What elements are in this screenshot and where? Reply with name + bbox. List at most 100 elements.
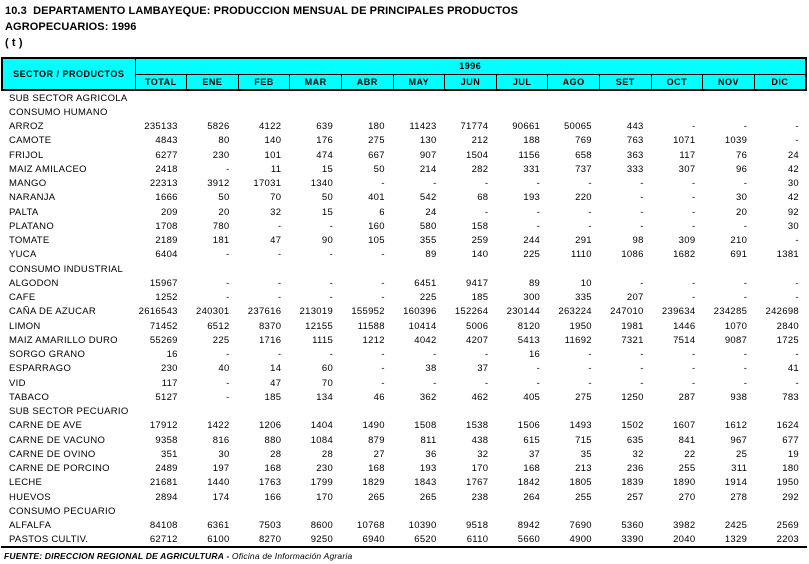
- table-row: NARANJA 1666 50 70 50 401 542 68 193 220 - - 30 42: [1, 191, 807, 205]
- cell: 8942: [517, 520, 541, 532]
- cell: -: [691, 349, 696, 361]
- month-header-row: TOTAL ENE FEB MAR ABR MAY JUN JUL AGO SET OCT NOV DI…: [2, 73, 807, 91]
- cell: 1206: [258, 420, 282, 432]
- cell: 225: [419, 292, 437, 304]
- cell: 168: [368, 463, 385, 475]
- title-line-1: 10.3 DEPARTAMENTO LAMBAYEQUE: PRODUCCION…: [5, 5, 519, 17]
- cell: 174: [212, 491, 230, 503]
- cell: 1708: [155, 220, 178, 232]
- cell: 1666: [155, 192, 178, 204]
- cell: 24: [787, 149, 799, 161]
- cell: [445, 91, 497, 105]
- cell: [496, 504, 548, 518]
- cell: -: [277, 292, 282, 304]
- cell: [755, 504, 807, 518]
- cell: 291: [575, 235, 592, 247]
- cell: [134, 504, 186, 518]
- cell: 130: [419, 135, 437, 147]
- cell: 9087: [724, 334, 748, 346]
- cell: -: [381, 377, 385, 389]
- cell: 5006: [466, 320, 489, 332]
- table-row: YUCA 6404 - - - - 89 140 225 1110 1086 1682 691 1381: [1, 248, 807, 262]
- source-office: Oficina de Información Agraria: [231, 551, 353, 561]
- cell: [755, 91, 807, 105]
- row-label: CARNE DE AVE: [9, 420, 83, 432]
- cell: 405: [523, 391, 541, 403]
- cell: -: [743, 178, 748, 190]
- cell: 84108: [149, 520, 178, 532]
- cell: 11423: [409, 121, 437, 133]
- cell: 158: [471, 220, 489, 232]
- cell: -: [277, 277, 282, 289]
- cell: 880: [264, 434, 282, 446]
- cell: -: [329, 249, 334, 261]
- cell: 19: [787, 448, 799, 460]
- cell: [652, 105, 704, 119]
- table-row: CAFE 1252 - - - - 225 185 300 335 207 - - -: [1, 291, 807, 305]
- cell: 213019: [299, 306, 334, 318]
- cell: 907: [419, 149, 437, 161]
- cell: [600, 504, 652, 518]
- cell: [134, 91, 186, 105]
- cell: 15: [321, 163, 334, 175]
- cell: 180: [368, 121, 385, 133]
- cell: 185: [471, 292, 489, 304]
- row-label: ESPARRAGO: [9, 363, 72, 375]
- cell: -: [381, 178, 385, 190]
- row-label: ALGODON: [9, 277, 59, 289]
- row-label: CARNE DE OVINO: [9, 448, 96, 460]
- cell: 639: [316, 121, 334, 133]
- cell: 55269: [149, 334, 178, 346]
- cell: 1490: [362, 420, 385, 432]
- table-row: ARROZ 235133 5826 4122 639 180 11423 71774 90661…: [1, 120, 807, 134]
- cell: 1725: [776, 334, 799, 346]
- column-header-jul: JUL: [495, 73, 549, 91]
- table-row: ESPARRAGO 230 40 14 60 - 38 37 - - - - - 41: [1, 362, 807, 376]
- row-label: MAIZ AMILACEO: [9, 163, 87, 175]
- cell: 5660: [517, 533, 541, 545]
- cell: 2189: [155, 235, 178, 247]
- cell: 30: [787, 178, 799, 190]
- cell: [548, 504, 600, 518]
- row-label: CARNE DE PORCINO: [9, 463, 110, 475]
- cell: -: [226, 277, 230, 289]
- cell: 1084: [310, 434, 334, 446]
- row-label: FRIJOL: [9, 149, 44, 161]
- cell: 270: [678, 491, 696, 503]
- cell: 3912: [207, 178, 230, 190]
- cell: 32: [270, 206, 282, 218]
- cell: 209: [161, 206, 178, 218]
- cell: 5826: [207, 121, 230, 133]
- cell: 6512: [207, 320, 230, 332]
- cell: 9518: [466, 520, 489, 532]
- cell: [341, 405, 393, 419]
- cell: [496, 91, 548, 105]
- cell: 71774: [460, 121, 489, 133]
- cell: 168: [523, 463, 541, 475]
- cell: 667: [368, 149, 385, 161]
- cell: 1446: [673, 320, 696, 332]
- cell: 1340: [310, 178, 334, 190]
- cell: 7514: [673, 334, 696, 346]
- cell: 1842: [517, 477, 541, 489]
- row-label: PALTA: [9, 206, 39, 218]
- cell: [600, 405, 652, 419]
- row-label: NARANJA: [9, 192, 56, 204]
- cell: 474: [316, 149, 334, 161]
- cell: -: [691, 192, 696, 204]
- cell: 213: [575, 463, 592, 475]
- table-row: CARNE DE AVE 17912 1422 1206 1404 1490 1508 153…: [1, 419, 807, 433]
- cell: 1950: [776, 477, 799, 489]
- cell: 15967: [149, 277, 178, 289]
- cell: 50: [373, 163, 385, 175]
- cell: 1607: [673, 420, 696, 432]
- cell: -: [381, 349, 385, 361]
- row-label: CARNE DE VACUNO: [9, 434, 106, 446]
- cell: -: [795, 377, 799, 389]
- cell: [496, 405, 548, 419]
- cell: [755, 105, 807, 119]
- cell: 9358: [155, 434, 178, 446]
- cell: 580: [419, 220, 437, 232]
- cell: 210: [730, 235, 748, 247]
